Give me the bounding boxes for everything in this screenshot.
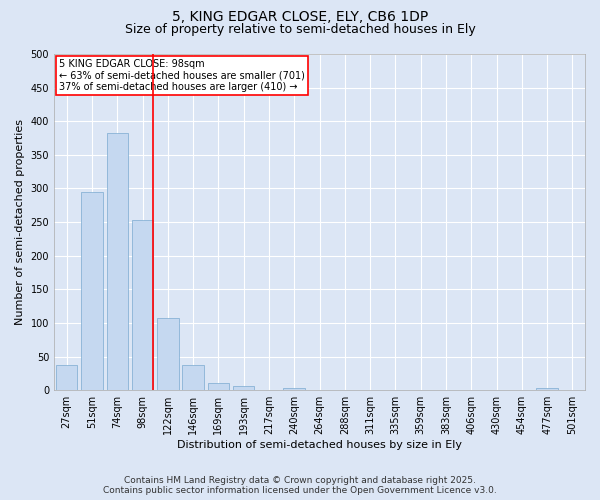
Bar [536, 388, 558, 390]
Text: 5 KING EDGAR CLOSE: 98sqm
← 63% of semi-detached houses are smaller (701)
37% of: 5 KING EDGAR CLOSE: 98sqm ← 63% of semi-… [59, 59, 305, 92]
Bar [132, 220, 153, 390]
Text: 5, KING EDGAR CLOSE, ELY, CB6 1DP: 5, KING EDGAR CLOSE, ELY, CB6 1DP [172, 10, 428, 24]
Text: Size of property relative to semi-detached houses in Ely: Size of property relative to semi-detach… [125, 22, 475, 36]
Bar [81, 192, 103, 390]
Bar [233, 386, 254, 390]
X-axis label: Distribution of semi-detached houses by size in Ely: Distribution of semi-detached houses by … [177, 440, 462, 450]
Bar [283, 388, 305, 390]
Bar [182, 366, 204, 390]
Bar [107, 132, 128, 390]
Bar [157, 318, 179, 390]
Y-axis label: Number of semi-detached properties: Number of semi-detached properties [15, 119, 25, 325]
Bar [56, 366, 77, 390]
Text: Contains HM Land Registry data © Crown copyright and database right 2025.
Contai: Contains HM Land Registry data © Crown c… [103, 476, 497, 495]
Bar [208, 384, 229, 390]
